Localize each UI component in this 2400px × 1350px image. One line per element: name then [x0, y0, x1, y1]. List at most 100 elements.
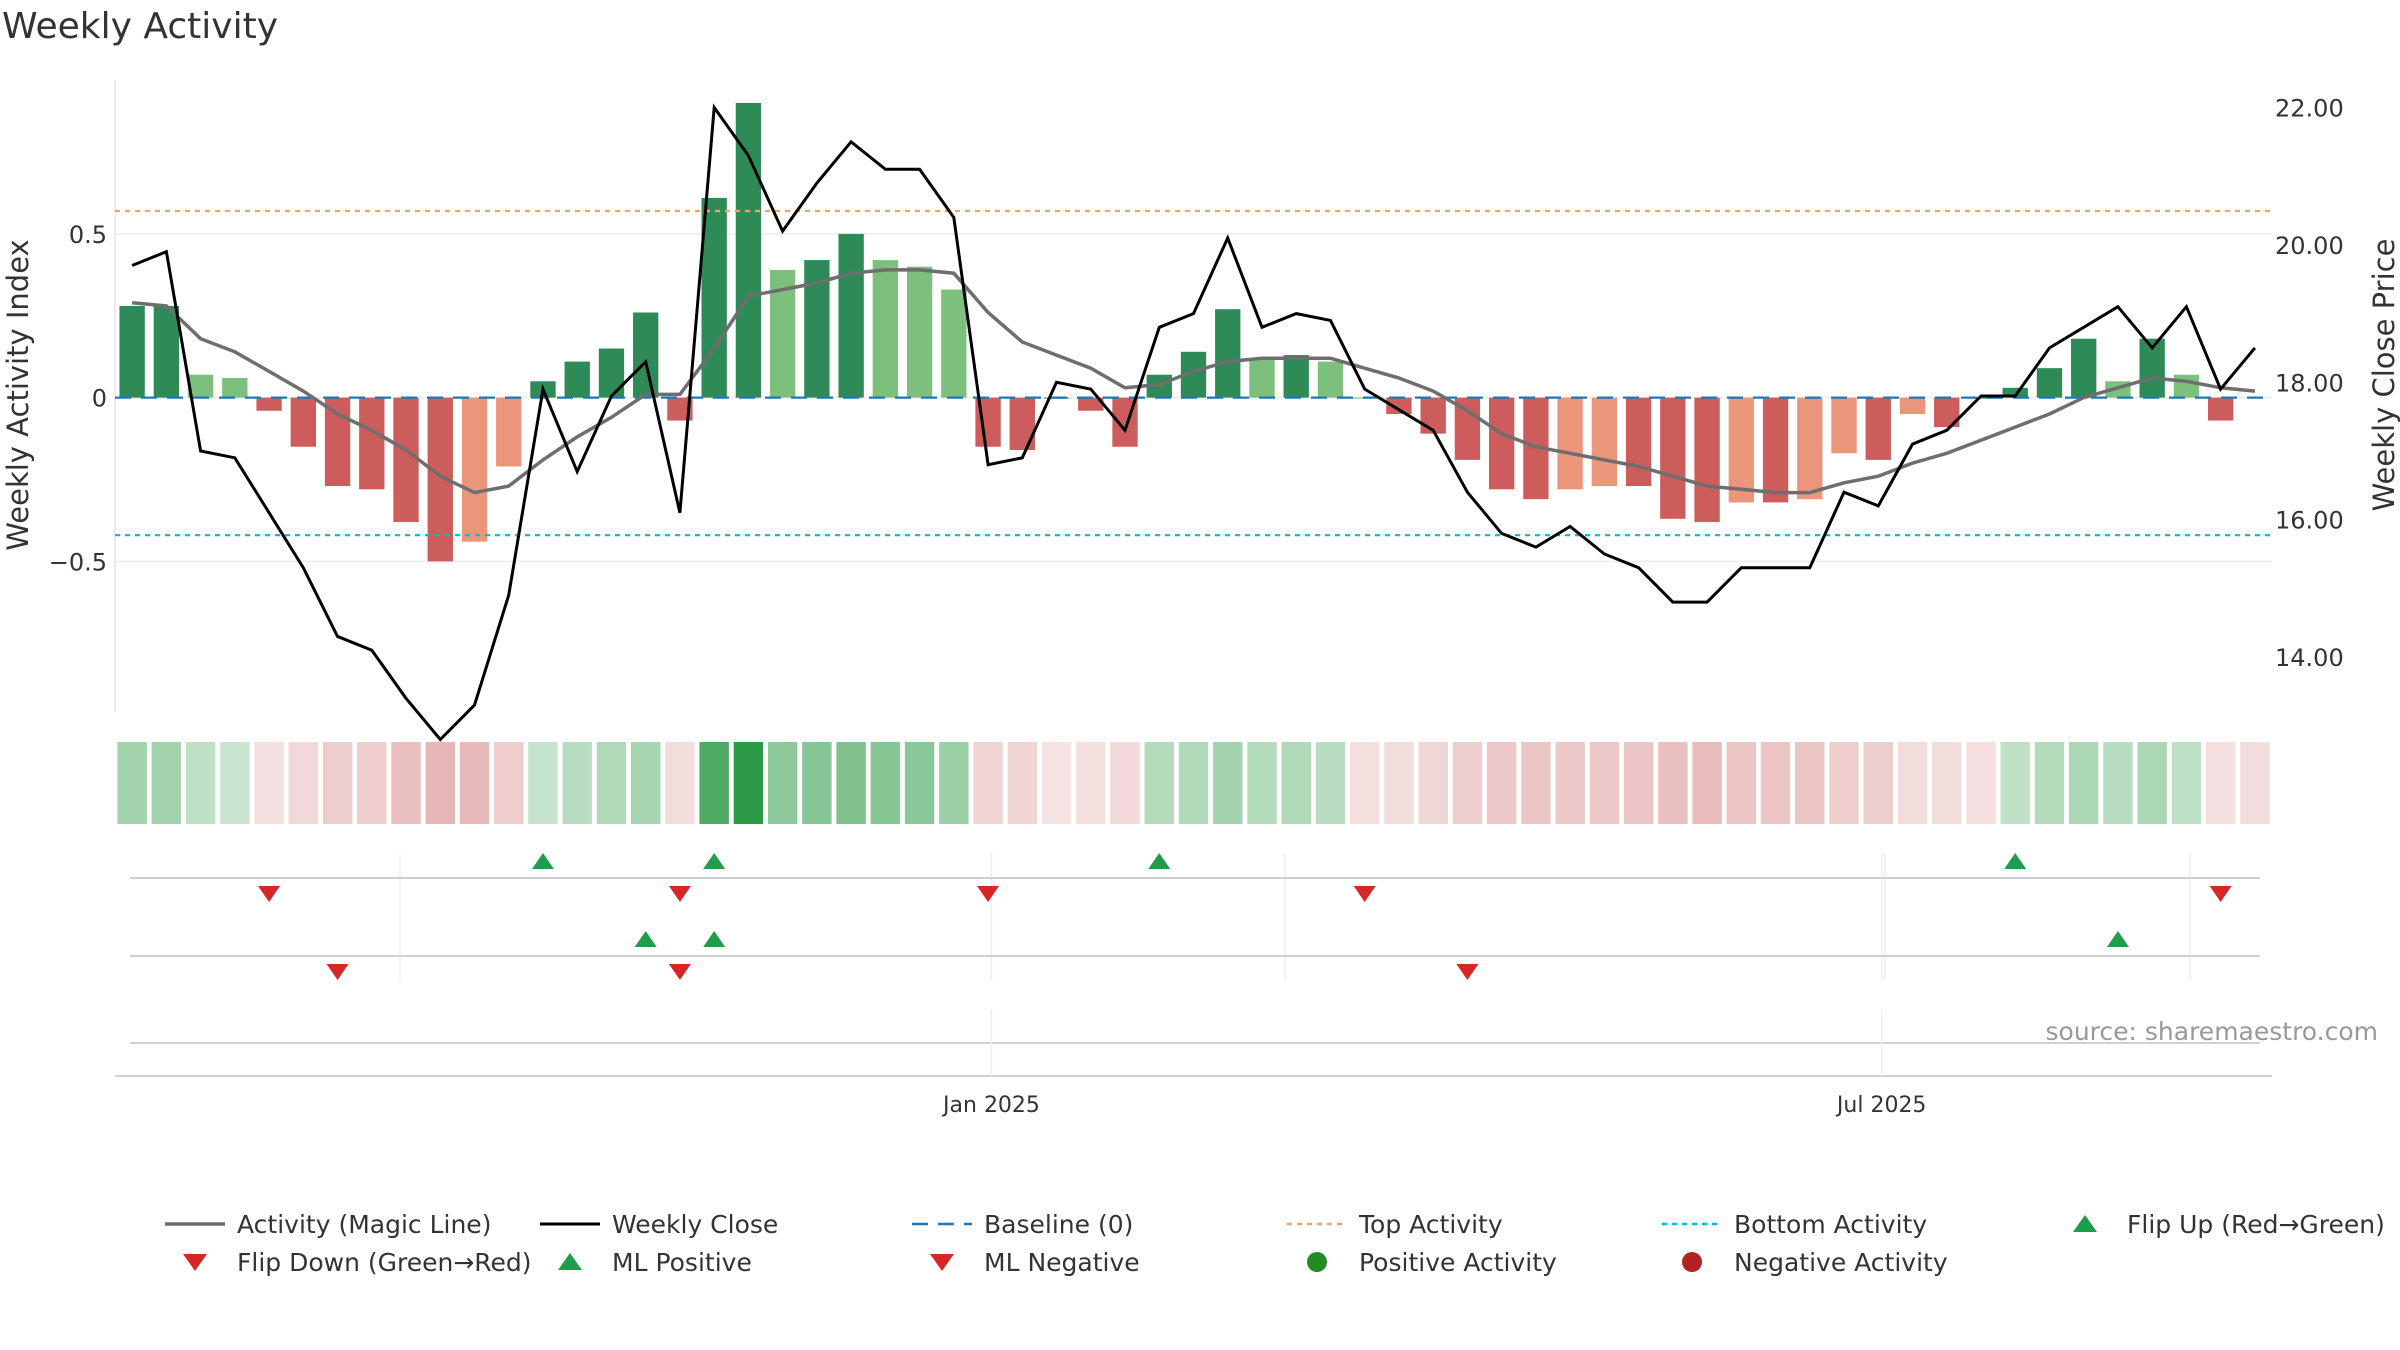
activity-bar — [1625, 397, 1652, 487]
heat-cell — [1418, 742, 1448, 824]
activity-bar — [256, 397, 282, 411]
heat-cell — [1726, 742, 1757, 824]
flip-up-marker — [1148, 853, 1171, 869]
activity-bar — [1591, 397, 1618, 487]
heat-cell — [2103, 742, 2133, 824]
heat-cell — [1589, 742, 1620, 824]
heat-cell — [528, 742, 558, 824]
heat-cell — [2205, 742, 2236, 824]
flip-up-marker — [531, 853, 554, 869]
heat-cell — [1897, 742, 1928, 824]
activity-bar — [2036, 368, 2063, 398]
activity-bar — [1386, 397, 1412, 415]
activity-bar — [1557, 397, 1583, 490]
heat-cell — [1144, 742, 1174, 824]
activity-bar — [1078, 397, 1104, 411]
heat-cell — [699, 742, 729, 824]
activity-bar — [1249, 358, 1275, 398]
ml-positive-marker — [2106, 931, 2129, 947]
heat-cell — [1110, 742, 1140, 824]
ml-positive-marker — [703, 931, 726, 947]
heat-cell — [1760, 742, 1791, 824]
heat-cell — [630, 742, 661, 824]
legend-label: ML Positive — [612, 1248, 752, 1277]
activity-bar — [1660, 397, 1686, 519]
heat-cell — [596, 742, 627, 824]
ml-positive-marker — [634, 931, 657, 947]
legend-label: Bottom Activity — [1734, 1210, 1927, 1239]
legend-label: Top Activity — [1358, 1210, 1503, 1239]
activity-bar — [2071, 338, 2097, 398]
heat-cell — [2240, 742, 2270, 824]
activity-bar — [359, 397, 385, 490]
chart-title: Weekly Activity — [2, 6, 278, 47]
activity-bar — [1728, 397, 1754, 503]
activity-bar — [1009, 397, 1035, 451]
activity-bar — [2173, 374, 2200, 398]
heat-cell — [1555, 742, 1585, 824]
legend-label: Flip Down (Green→Red) — [237, 1248, 532, 1277]
flip-down-marker — [977, 886, 1000, 902]
activity-bar — [872, 260, 899, 398]
activity-bar — [1762, 397, 1789, 503]
activity-bar — [838, 233, 864, 398]
activity-bar — [941, 289, 967, 398]
ml-negative-marker — [668, 964, 691, 980]
flip-down-marker — [2209, 886, 2232, 902]
legend-swatch-positive-dot — [1307, 1252, 1327, 1272]
heat-cell — [870, 742, 901, 824]
legend-swatch-down-triangle — [183, 1254, 207, 1271]
heat-cell — [1041, 742, 1072, 824]
legend-label: Activity (Magic Line) — [237, 1210, 491, 1239]
heat-cell — [767, 742, 798, 824]
activity-bar — [187, 374, 214, 398]
activity-bar — [667, 397, 693, 421]
heat-cell — [562, 742, 592, 824]
heat-cell — [1452, 742, 1483, 824]
y-tick-label: 0 — [92, 385, 107, 413]
activity-bar — [701, 197, 727, 398]
activity-bar — [1454, 397, 1481, 460]
legend-swatch-up-triangle — [2073, 1215, 2097, 1232]
y-tick-label: 0.5 — [69, 221, 107, 249]
source-label: source: sharemaestro.com — [2046, 1017, 2379, 1046]
heat-cell — [151, 742, 182, 824]
ml-negative-marker — [1456, 964, 1479, 980]
flip-down-marker — [668, 886, 691, 902]
activity-bar — [1899, 397, 1926, 415]
heat-cell — [1486, 742, 1517, 824]
ml-negative-marker — [326, 964, 349, 980]
activity-bar — [461, 397, 488, 542]
heat-cell — [1213, 742, 1243, 824]
heat-cell — [2137, 742, 2167, 824]
legend-label: ML Negative — [984, 1248, 1140, 1277]
heat-cell — [322, 742, 353, 824]
heat-cell — [1829, 742, 1859, 824]
flip-up-marker — [2004, 853, 2027, 869]
flip-down-marker — [258, 886, 281, 902]
heat-cell — [1349, 742, 1380, 824]
activity-bar — [1865, 397, 1891, 460]
heat-cell — [836, 742, 866, 824]
heat-cell — [802, 742, 832, 824]
heat-cell — [1384, 742, 1414, 824]
activity-bar — [2002, 387, 2028, 398]
heat-cell — [1932, 742, 1962, 824]
heat-cell — [1281, 742, 1311, 824]
activity-bar — [1694, 397, 1720, 523]
activity-bar — [1215, 309, 1241, 398]
heat-cell — [1315, 742, 1346, 824]
y2-tick-label: 14.00 — [2275, 644, 2344, 672]
x-tick-label: Jul 2025 — [1835, 1093, 1927, 1118]
heat-cell — [1795, 742, 1825, 824]
heat-cell — [904, 742, 935, 824]
x-tick-label: Jan 2025 — [941, 1093, 1040, 1118]
legend-swatch-negative-dot — [1682, 1252, 1702, 1272]
heat-cell — [357, 742, 387, 824]
heat-cell — [2034, 742, 2065, 824]
legend-swatch-up-triangle — [558, 1253, 582, 1270]
heat-cell — [425, 742, 455, 824]
activity-bar — [1797, 397, 1823, 500]
activity-bar — [906, 266, 933, 398]
activity-bar — [153, 305, 180, 398]
